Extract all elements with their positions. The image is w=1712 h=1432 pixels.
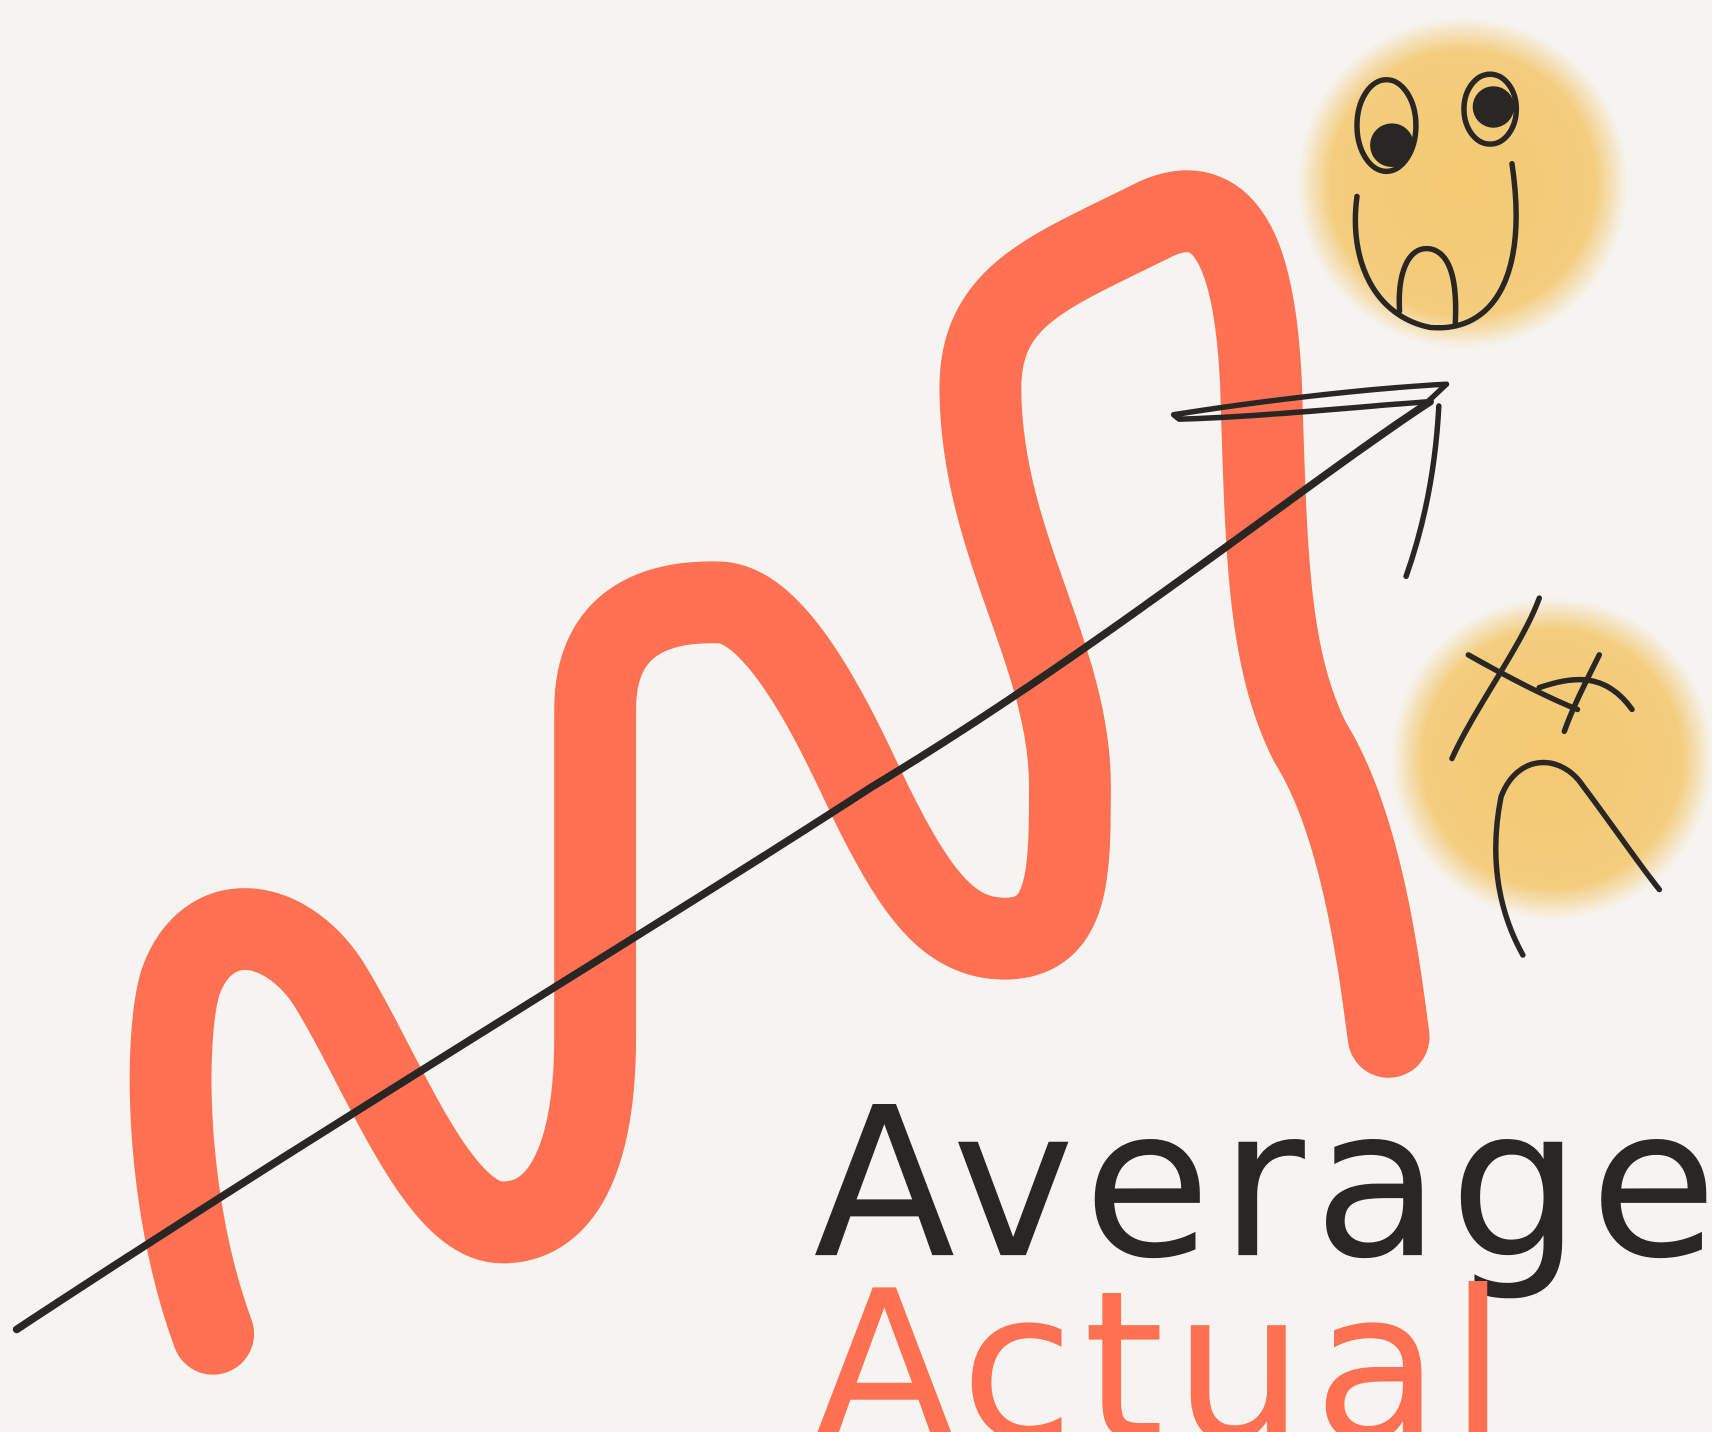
face-glow [1296,17,1629,350]
worried-face [1352,71,1520,331]
actual-label: Actual [813,1247,1515,1432]
average-label: Average [813,1063,1712,1304]
face-glow [1390,597,1712,921]
actual-line [129,170,1430,1375]
average-arrow [12,381,1450,1334]
pupil [1472,86,1515,128]
pupil [1370,123,1414,167]
dead-face [1449,595,1663,958]
